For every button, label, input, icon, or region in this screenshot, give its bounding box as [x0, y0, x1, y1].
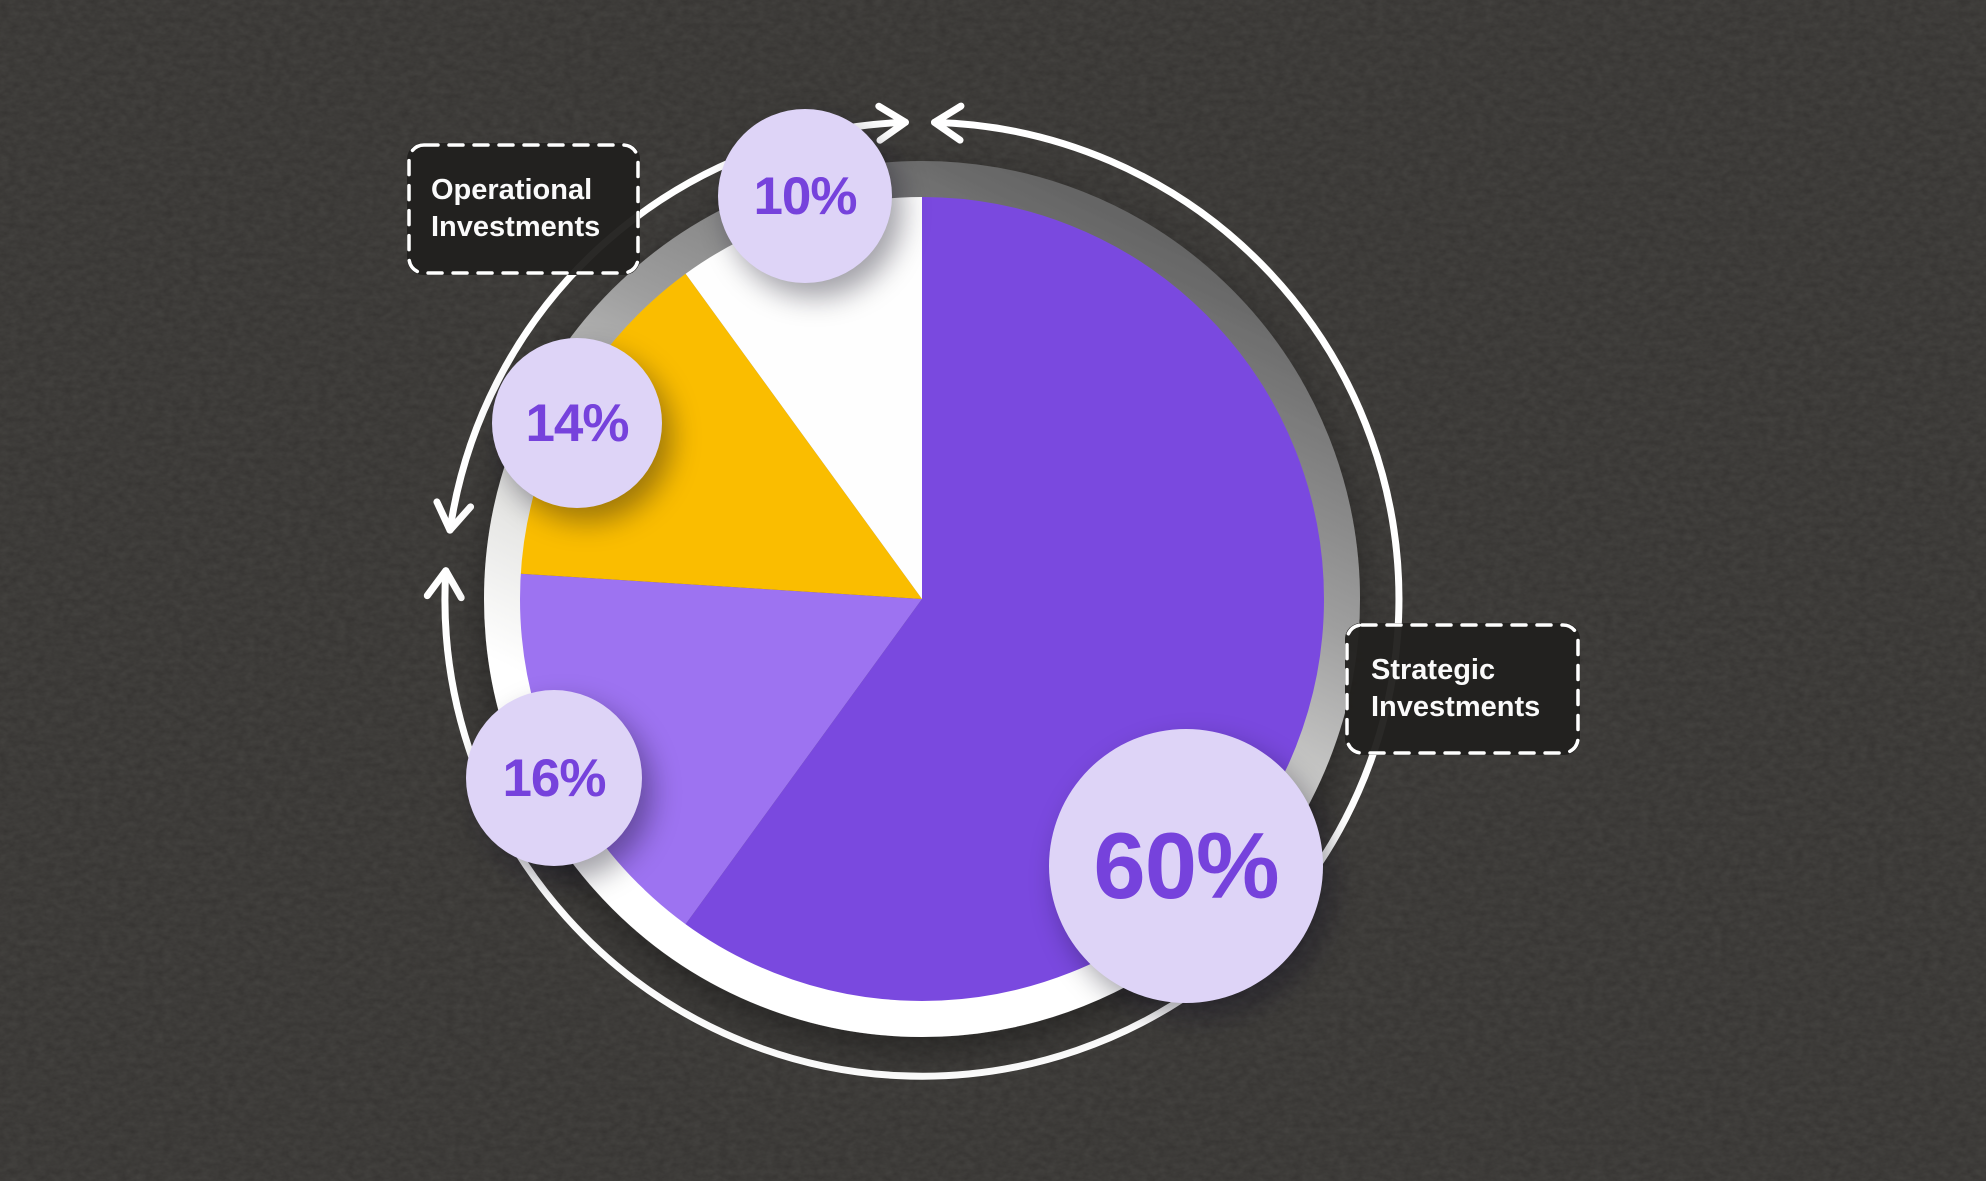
- pie-outer-ring: [484, 161, 1360, 1037]
- percent-badge-14: 14%: [492, 338, 662, 508]
- percent-badge-14-text: 14%: [525, 393, 629, 453]
- pie-slice-10pct: [684, 195, 922, 599]
- percent-badge-10: 10%: [718, 109, 892, 283]
- percent-badge-10-text: 10%: [753, 166, 857, 226]
- percent-badge-16-text: 16%: [502, 748, 606, 808]
- callout-operational-label: Operational Investments: [431, 173, 601, 243]
- percent-badge-60-text: 60%: [1093, 813, 1279, 918]
- percent-badge-60: 60%: [1049, 729, 1323, 1003]
- percent-badge-16: 16%: [466, 690, 642, 866]
- callout-strategic-investments: Strategic Investments: [1345, 623, 1580, 755]
- callout-strategic-label: Strategic Investments: [1371, 653, 1541, 723]
- callout-operational-investments: Operational Investments: [407, 143, 640, 275]
- pie-slice-16pct: [518, 573, 922, 926]
- dashed-border: [1345, 623, 1580, 755]
